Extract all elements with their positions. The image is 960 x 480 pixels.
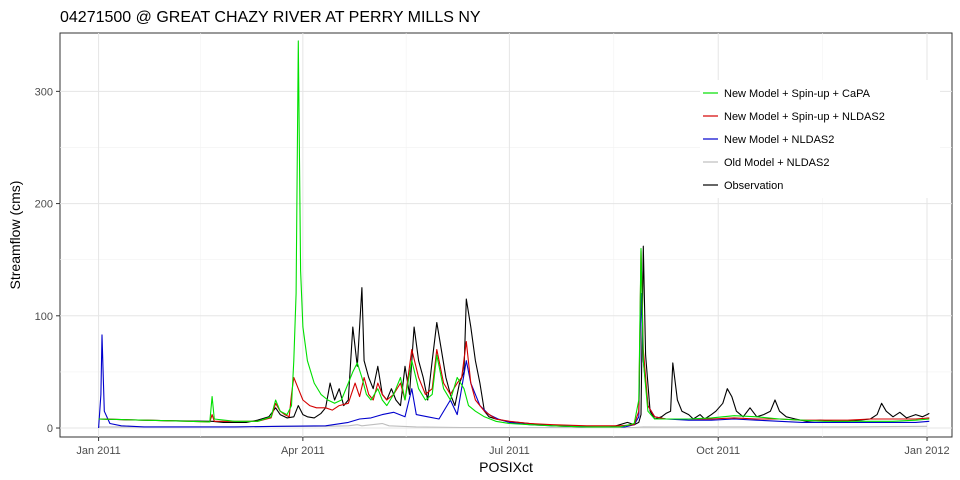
x-tick-label: Jan 2012 bbox=[904, 445, 949, 457]
legend-label: Observation bbox=[724, 180, 783, 192]
legend: New Model + Spin-up + CaPA New Model + Sp… bbox=[700, 80, 940, 198]
y-axis-label: Streamflow (cms) bbox=[7, 181, 23, 290]
x-tick-label: Jan 2011 bbox=[76, 445, 120, 457]
grid-lines bbox=[60, 33, 952, 437]
y-tick-label: 0 bbox=[47, 423, 53, 435]
legend-label: Old Model + NLDAS2 bbox=[724, 157, 829, 169]
y-tick-label: 100 bbox=[35, 311, 53, 323]
legend-label: New Model + NLDAS2 bbox=[724, 134, 834, 146]
legend-label: New Model + Spin-up + CaPA bbox=[724, 88, 871, 100]
y-tick-label: 200 bbox=[35, 199, 53, 211]
legend-item: Observation bbox=[703, 180, 783, 192]
series-layer bbox=[98, 40, 930, 429]
legend-item: New Model + Spin-up + CaPA bbox=[703, 88, 871, 100]
series-line-new-model-nldas2 bbox=[98, 292, 930, 429]
y-tick-label: 300 bbox=[35, 86, 53, 98]
series-line-new-model-spin-up-capa bbox=[98, 40, 930, 428]
legend-item: New Model + NLDAS2 bbox=[703, 134, 834, 146]
legend-box bbox=[700, 80, 940, 198]
chart-title: 04271500 @ GREAT CHAZY RIVER AT PERRY MI… bbox=[60, 9, 481, 26]
legend-item: Old Model + NLDAS2 bbox=[703, 157, 829, 169]
legend-label: New Model + Spin-up + NLDAS2 bbox=[724, 111, 885, 123]
x-tick-label: Apr 2011 bbox=[281, 445, 325, 457]
y-axis: 0 100 200 300 bbox=[35, 86, 60, 435]
x-tick-label: Oct 2011 bbox=[696, 445, 740, 457]
x-axis: Jan 2011 Apr 2011 Jul 2011 Oct 2011 Jan 2012 bbox=[76, 437, 950, 457]
x-axis-label: POSIXct bbox=[479, 459, 533, 475]
legend-item: New Model + Spin-up + NLDAS2 bbox=[703, 111, 885, 123]
x-tick-label: Jul 2011 bbox=[489, 445, 530, 457]
